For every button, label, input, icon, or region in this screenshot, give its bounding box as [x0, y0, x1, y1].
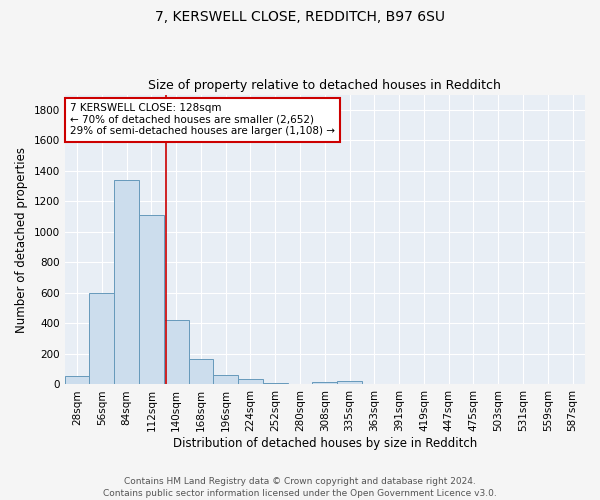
Text: 7 KERSWELL CLOSE: 128sqm
← 70% of detached houses are smaller (2,652)
29% of sem: 7 KERSWELL CLOSE: 128sqm ← 70% of detach… — [70, 104, 335, 136]
X-axis label: Distribution of detached houses by size in Redditch: Distribution of detached houses by size … — [173, 437, 477, 450]
Bar — [263, 383, 287, 384]
Title: Size of property relative to detached houses in Redditch: Size of property relative to detached ho… — [148, 79, 501, 92]
Bar — [188, 358, 214, 384]
Text: 7, KERSWELL CLOSE, REDDITCH, B97 6SU: 7, KERSWELL CLOSE, REDDITCH, B97 6SU — [155, 10, 445, 24]
Bar — [89, 293, 114, 384]
Bar — [164, 320, 188, 384]
Bar — [65, 376, 89, 384]
Bar — [313, 382, 337, 384]
Text: Contains HM Land Registry data © Crown copyright and database right 2024.
Contai: Contains HM Land Registry data © Crown c… — [103, 476, 497, 498]
Bar — [139, 215, 164, 384]
Bar — [238, 379, 263, 384]
Bar — [114, 180, 139, 384]
Y-axis label: Number of detached properties: Number of detached properties — [15, 146, 28, 332]
Bar — [337, 382, 362, 384]
Bar — [214, 376, 238, 384]
